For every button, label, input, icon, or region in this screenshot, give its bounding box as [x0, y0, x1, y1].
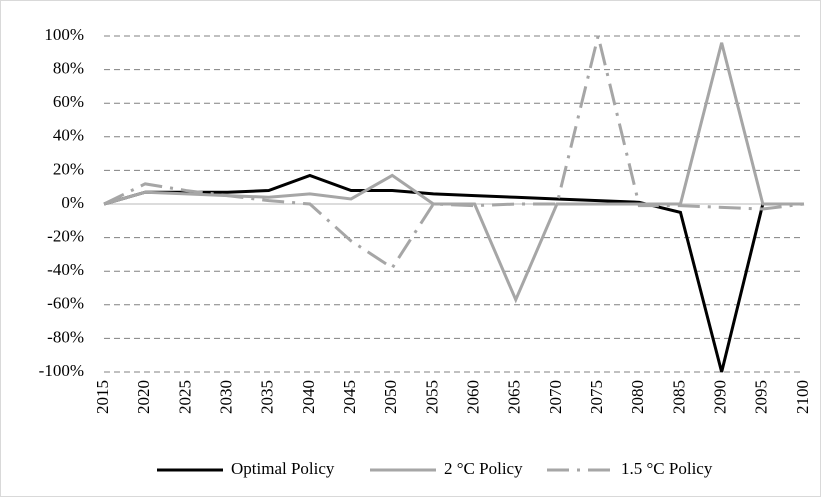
- series-line: [103, 35, 805, 270]
- x-tick-label: 2055: [422, 380, 441, 414]
- x-tick-label: 2100: [793, 380, 812, 414]
- legend-label: Optimal Policy: [231, 459, 335, 478]
- x-tick-label: 2085: [669, 380, 688, 414]
- legend-label: 2 °C Policy: [444, 459, 523, 478]
- y-tick-label: -40%: [47, 260, 84, 279]
- x-tick-label: 2025: [175, 380, 194, 414]
- y-tick-label: 80%: [53, 59, 84, 78]
- series-line: [103, 173, 804, 373]
- x-tick-label: 2095: [752, 380, 771, 414]
- x-tick-label: 2045: [340, 380, 359, 414]
- y-tick-label: -20%: [47, 227, 84, 246]
- y-tick-label: -100%: [39, 361, 84, 380]
- x-tick-label: 2060: [463, 380, 482, 414]
- x-tick-label: 2015: [93, 380, 112, 414]
- x-tick-label: 2075: [587, 380, 606, 414]
- y-tick-label: 100%: [44, 25, 84, 44]
- x-tick-label: 2050: [381, 380, 400, 414]
- y-tick-label: 0%: [61, 193, 84, 212]
- y-tick-label: 20%: [53, 159, 84, 178]
- y-tick-label: 60%: [53, 92, 84, 111]
- x-tick-label: 2035: [258, 380, 277, 414]
- x-tick-label: 2020: [134, 380, 153, 414]
- x-tick-label: 2065: [505, 380, 524, 414]
- y-tick-label: -80%: [47, 327, 84, 346]
- legend-label: 1.5 °C Policy: [621, 459, 713, 478]
- x-tick-label: 2030: [216, 380, 235, 414]
- x-tick-label: 2080: [628, 380, 647, 414]
- y-tick-label: -60%: [47, 294, 84, 313]
- y-tick-label: 40%: [53, 126, 84, 145]
- x-tick-label: 2070: [546, 380, 565, 414]
- x-tick-label: 2040: [299, 380, 318, 414]
- x-tick-label: 2090: [711, 380, 730, 414]
